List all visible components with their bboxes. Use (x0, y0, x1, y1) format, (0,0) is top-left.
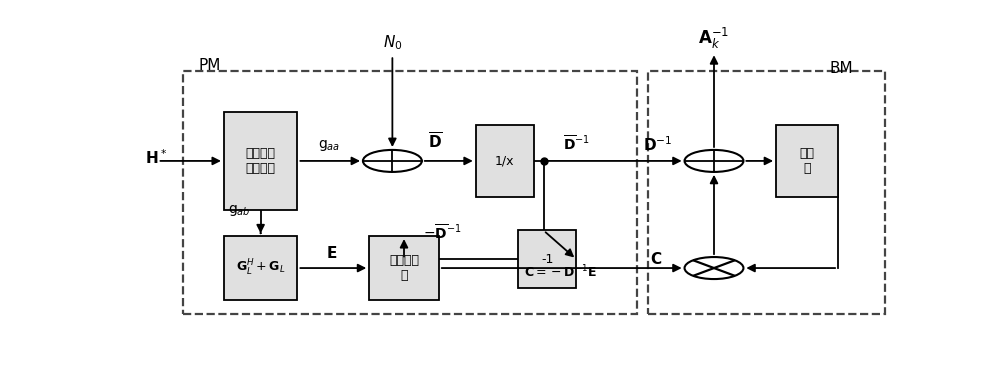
FancyBboxPatch shape (776, 125, 838, 197)
Text: $\mathbf{E}$: $\mathbf{E}$ (326, 246, 338, 261)
Text: 1/x: 1/x (495, 155, 514, 167)
FancyBboxPatch shape (476, 125, 534, 197)
Circle shape (685, 257, 743, 279)
Text: -1: -1 (541, 253, 554, 266)
Text: $\mathbf{C}=-\mathbf{D}^{-1}\mathbf{E}$: $\mathbf{C}=-\mathbf{D}^{-1}\mathbf{E}$ (524, 264, 597, 281)
Text: $\overline{\mathbf{D}}^{-1}$: $\overline{\mathbf{D}}^{-1}$ (563, 133, 590, 152)
Text: $\mathbf{C}$: $\mathbf{C}$ (650, 252, 662, 267)
Text: g$_{aa}$: g$_{aa}$ (318, 138, 340, 153)
FancyBboxPatch shape (369, 236, 439, 300)
Text: $N_0$: $N_0$ (383, 34, 402, 52)
FancyBboxPatch shape (224, 236, 297, 300)
Text: BM: BM (830, 61, 854, 76)
Text: $\mathbf{A}_k^{-1}$: $\mathbf{A}_k^{-1}$ (698, 26, 730, 52)
FancyBboxPatch shape (518, 230, 576, 288)
Text: 向量乘法
器: 向量乘法 器 (389, 254, 419, 282)
Text: $\mathbf{D}^{-1}$: $\mathbf{D}^{-1}$ (643, 135, 673, 154)
Text: PM: PM (199, 58, 221, 73)
Text: g$_{ab}$: g$_{ab}$ (228, 203, 251, 218)
Text: $-\overline{\mathbf{D}}^{-1}$: $-\overline{\mathbf{D}}^{-1}$ (423, 223, 462, 241)
Text: $\overline{\mathbf{D}}$: $\overline{\mathbf{D}}$ (428, 132, 442, 152)
Text: 寄存
器: 寄存 器 (800, 147, 814, 175)
Text: $\mathbf{H}^*$: $\mathbf{H}^*$ (145, 149, 167, 167)
Text: $\mathbf{G}_L^H+\mathbf{G}_L$: $\mathbf{G}_L^H+\mathbf{G}_L$ (236, 258, 285, 278)
Text: 下三角脉
动乘法器: 下三角脉 动乘法器 (246, 147, 276, 175)
FancyBboxPatch shape (224, 112, 297, 210)
Circle shape (685, 150, 743, 172)
Circle shape (363, 150, 422, 172)
